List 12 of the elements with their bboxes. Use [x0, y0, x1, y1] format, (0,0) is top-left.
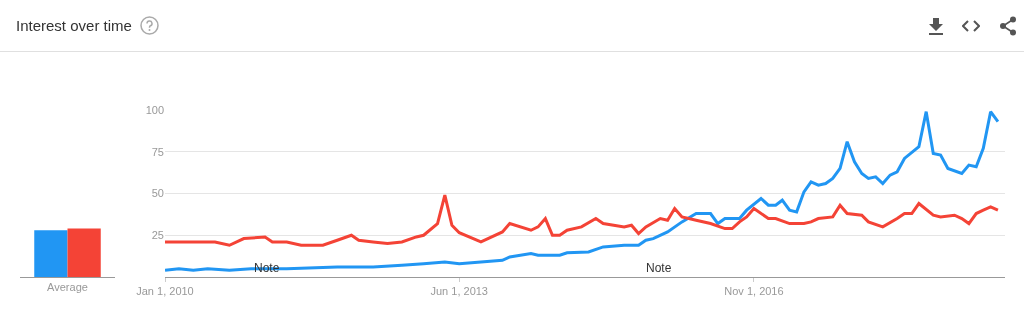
x-tick-label: Jun 1, 2013 — [430, 285, 488, 298]
y-tick-label: 25 — [151, 229, 164, 242]
x-tick-label: Average — [47, 281, 88, 294]
x-tick-label: Jan 1, 2010 — [136, 285, 194, 298]
x-tick-label: Nov 1, 2016 — [724, 285, 784, 298]
annotation: Note — [646, 261, 672, 275]
y-tick-label: 50 — [151, 187, 164, 200]
line-series — [165, 193, 1000, 247]
y-tick-label: 100 — [145, 103, 164, 116]
y-tick-label: 75 — [151, 145, 164, 158]
chart-title: Interest over time — [16, 17, 132, 35]
line-series — [165, 110, 1000, 272]
